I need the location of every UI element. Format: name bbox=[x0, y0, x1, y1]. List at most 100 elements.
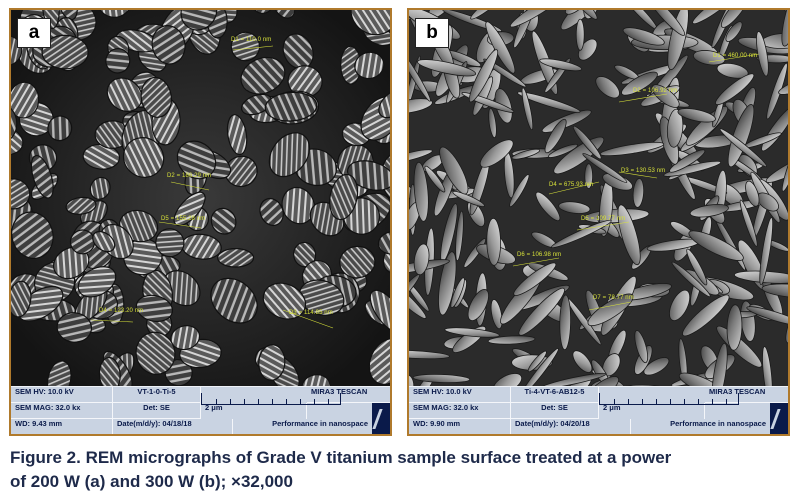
flake-texture bbox=[689, 203, 729, 218]
grain-texture bbox=[140, 76, 173, 118]
grain-texture bbox=[77, 266, 117, 298]
flake-texture bbox=[455, 210, 464, 262]
grain-texture bbox=[46, 360, 72, 386]
mag-readout: SEM MAG: 32.0 kx bbox=[409, 403, 511, 419]
flake-texture bbox=[720, 10, 749, 28]
grain-texture bbox=[240, 56, 286, 95]
flake-texture bbox=[584, 163, 593, 189]
measurement-label: D5 = 155.28 nm bbox=[161, 216, 206, 222]
measurement-label: D4 = 123.20 nm bbox=[99, 308, 144, 314]
flake-texture bbox=[539, 58, 583, 72]
flake-texture bbox=[761, 283, 788, 299]
sem-info-bar-b: SEM HV: 10.0 kV Ti-4-VT-6-AB12-5 MIRA3 T… bbox=[409, 386, 788, 434]
caption-line-2: of 200 W (a) and 300 W (b); ×32,000 bbox=[10, 472, 293, 491]
flake-texture bbox=[544, 118, 567, 154]
flake-texture bbox=[692, 10, 741, 25]
flake-texture bbox=[745, 180, 760, 207]
grain-texture bbox=[105, 48, 131, 74]
grain-texture bbox=[329, 173, 359, 221]
grain-texture bbox=[56, 312, 93, 343]
flake-texture bbox=[409, 273, 420, 310]
flake-texture bbox=[765, 150, 788, 183]
scale-bar bbox=[599, 393, 739, 405]
flake-texture bbox=[409, 374, 415, 386]
flake-texture bbox=[486, 218, 502, 266]
grain-texture bbox=[251, 10, 274, 14]
grain-texture bbox=[347, 160, 390, 191]
grain-texture bbox=[98, 356, 121, 386]
grain-texture bbox=[298, 279, 345, 316]
flake-texture bbox=[409, 281, 430, 312]
flake-texture bbox=[409, 98, 433, 114]
flake-texture bbox=[666, 108, 684, 148]
flake-texture bbox=[739, 199, 758, 247]
flake-texture bbox=[678, 372, 723, 386]
scale-bar-label: 2 μm bbox=[201, 403, 307, 419]
detector-readout: Det: SE bbox=[113, 403, 201, 419]
flake-texture bbox=[564, 10, 587, 15]
brand-label: MIRA3 TESCAN bbox=[705, 387, 788, 403]
flake-texture bbox=[671, 261, 711, 298]
tagline: Performance in nanospace bbox=[272, 419, 368, 428]
grain-texture bbox=[262, 282, 307, 320]
measurement-label: D7 = 78.77 nm bbox=[593, 295, 634, 301]
measurement-label: D3 = 114.85 nm bbox=[289, 310, 333, 316]
flake-texture bbox=[586, 376, 619, 386]
grain-texture bbox=[122, 137, 165, 178]
grain-texture bbox=[264, 91, 318, 122]
grain-texture bbox=[55, 10, 78, 21]
flake-texture bbox=[438, 251, 457, 316]
flake-texture bbox=[686, 248, 708, 286]
tagline: Performance in nanospace bbox=[670, 419, 766, 428]
flake-texture bbox=[572, 125, 602, 160]
flake-texture bbox=[756, 31, 769, 77]
detector-readout: Det: SE bbox=[511, 403, 599, 419]
flake-texture bbox=[409, 350, 450, 360]
flake-texture bbox=[511, 148, 541, 160]
panel-label-a: a bbox=[17, 18, 51, 48]
measurement-label: D6 = 106.98 nm bbox=[517, 252, 562, 258]
flake-texture bbox=[559, 294, 572, 350]
wd-readout: WD: 9.90 mm bbox=[409, 419, 511, 434]
sample-name: Ti-4-VT-6-AB12-5 bbox=[511, 387, 599, 403]
flake-texture bbox=[669, 289, 691, 322]
grain-texture bbox=[354, 51, 385, 80]
flake-texture bbox=[715, 73, 755, 105]
grain-texture bbox=[11, 178, 31, 210]
grain-texture bbox=[41, 10, 60, 30]
flake-texture bbox=[682, 294, 730, 337]
sem-micrograph-b bbox=[409, 10, 788, 386]
grain-texture bbox=[89, 176, 111, 200]
flake-texture bbox=[617, 204, 641, 266]
mag-readout: SEM MAG: 32.0 kx bbox=[11, 403, 113, 419]
flake-texture bbox=[509, 10, 568, 28]
flake-texture bbox=[541, 109, 592, 133]
grain-texture bbox=[369, 289, 390, 334]
measurement-label: D4 = 675.93 nm bbox=[549, 182, 594, 188]
measurement-label: D1 = 110.0 nm bbox=[231, 37, 272, 43]
grain-texture bbox=[11, 81, 40, 119]
flake-texture bbox=[452, 190, 485, 208]
grain-texture bbox=[65, 196, 97, 215]
hv-readout: SEM HV: 10.0 kV bbox=[11, 387, 113, 403]
tescan-logo-icon bbox=[372, 403, 390, 434]
sem-info-bar-a: SEM HV: 10.0 kV VT-1-0-Ti-5 MIRA3 TESCAN… bbox=[11, 386, 390, 434]
flake-texture bbox=[785, 303, 788, 344]
flake-texture bbox=[762, 346, 773, 386]
flake-texture bbox=[517, 91, 581, 113]
flake-texture bbox=[565, 10, 598, 20]
flake-texture bbox=[582, 153, 628, 183]
grain-texture bbox=[226, 114, 248, 156]
panel-label-b: b bbox=[415, 18, 449, 48]
flake-texture bbox=[778, 76, 788, 95]
measurement-label: D2 = 186.29 nm bbox=[167, 173, 212, 179]
flake-texture bbox=[470, 10, 513, 20]
grain-texture bbox=[11, 211, 54, 259]
flake-texture bbox=[725, 21, 743, 42]
grain-texture bbox=[368, 338, 390, 385]
caption-line-1: Figure 2. REM micrographs of Grade V tit… bbox=[10, 448, 672, 467]
grain-texture bbox=[135, 294, 174, 323]
flake-texture bbox=[651, 84, 680, 108]
measurement-label: D5 = 109.77 nm bbox=[581, 216, 626, 222]
flake-texture bbox=[646, 10, 686, 36]
